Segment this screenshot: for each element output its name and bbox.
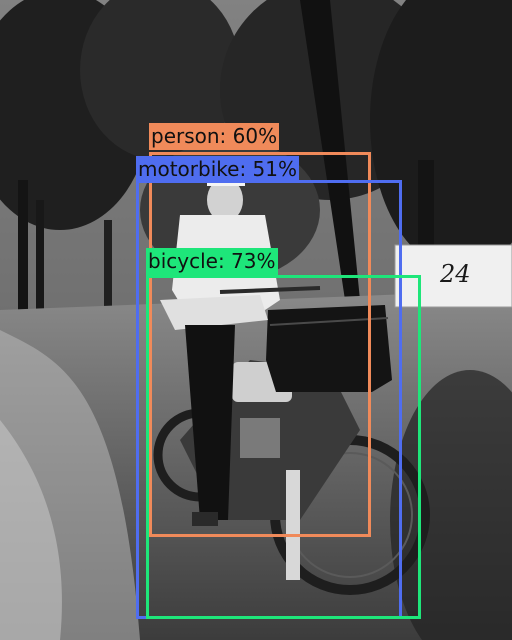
person-bounding-box (149, 152, 371, 537)
person-detection-label: person: 60% (149, 123, 280, 150)
bicycle-detection-label: bicycle: 73% (146, 248, 278, 275)
motorbike-detection-label: motorbike: 51% (136, 156, 299, 183)
sign-number: 24 (439, 260, 471, 288)
bicycle-bounding-box (146, 275, 421, 619)
